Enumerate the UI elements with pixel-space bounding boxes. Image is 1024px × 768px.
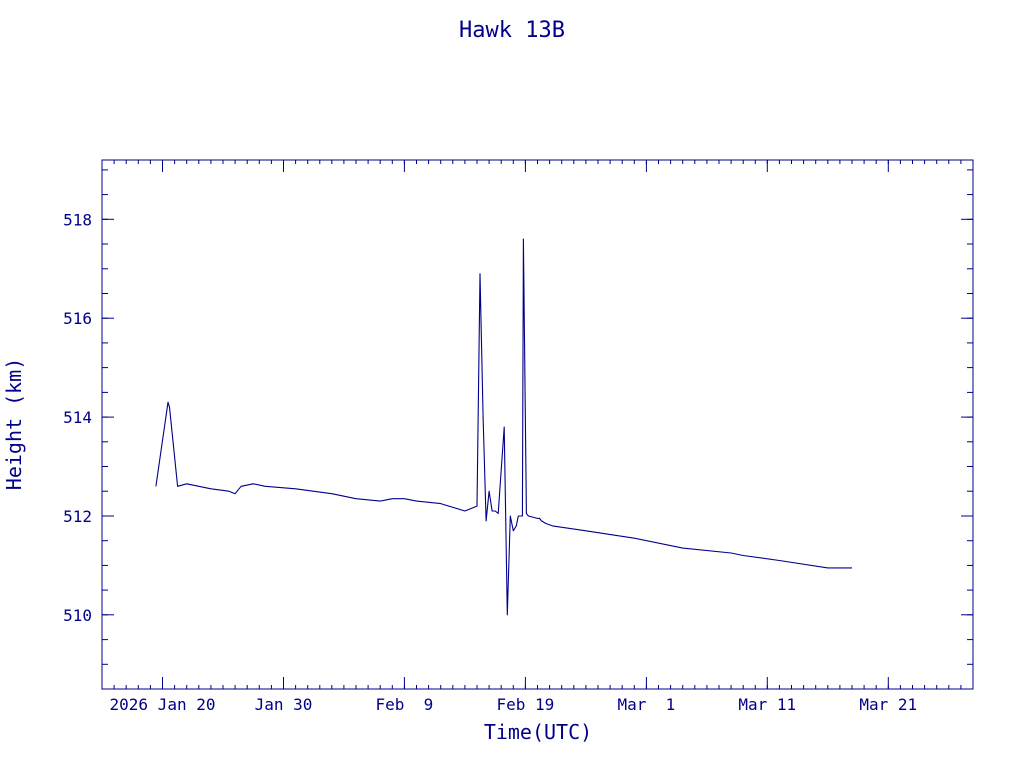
x-minor-ticks bbox=[113, 160, 962, 689]
x-axis-label: Time(UTC) bbox=[484, 720, 592, 744]
y-tick-label: 512 bbox=[63, 507, 92, 526]
y-minor-ticks bbox=[102, 169, 973, 690]
chart-title: Hawk 13B bbox=[459, 18, 565, 43]
x-axis-ticks: 2026 Jan 20 Jan 30 Feb 9 Feb 19 Mar 1 Mar 11 M… bbox=[110, 160, 917, 714]
y-tick-label: 518 bbox=[63, 210, 92, 229]
y-tick-label: 516 bbox=[63, 309, 92, 328]
plot-frame bbox=[101, 159, 974, 690]
x-tick-label: Mar 21 bbox=[859, 695, 917, 714]
y-tick-label: 510 bbox=[63, 606, 92, 625]
y-tick-label: 514 bbox=[63, 408, 92, 427]
series-line bbox=[155, 238, 852, 616]
x-tick-label: Mar 1 bbox=[618, 695, 676, 714]
x-tick-label: Mar 11 bbox=[738, 695, 796, 714]
x-tick-label: Jan 30 bbox=[255, 695, 313, 714]
series-layer bbox=[155, 238, 852, 616]
y-axis-ticks: 510 512 514 516 518 bbox=[63, 210, 973, 625]
x-tick-label: 2026 Jan 20 bbox=[110, 695, 216, 714]
y-axis-label: Height (km) bbox=[2, 358, 26, 490]
x-tick-label: Feb 19 bbox=[497, 695, 555, 714]
x-tick-label: Feb 9 bbox=[376, 695, 434, 714]
